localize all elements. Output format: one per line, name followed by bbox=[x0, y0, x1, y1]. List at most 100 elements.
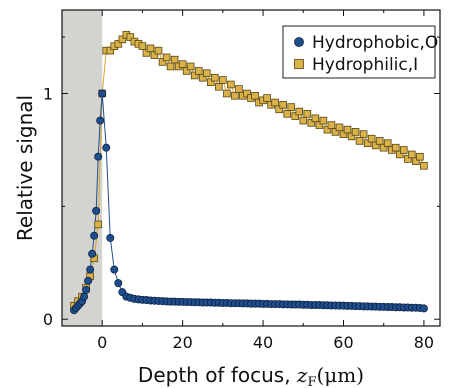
data-point bbox=[315, 121, 324, 129]
legend-label-1: Hydrophilic,I bbox=[312, 55, 418, 75]
data-point bbox=[263, 94, 271, 102]
data-point bbox=[206, 78, 215, 87]
data-point bbox=[287, 103, 296, 111]
data-point bbox=[182, 67, 191, 75]
data-point bbox=[186, 62, 195, 71]
data-point bbox=[412, 157, 420, 166]
data-point bbox=[351, 128, 360, 136]
data-point bbox=[303, 110, 312, 118]
data-point bbox=[96, 116, 105, 125]
data-point bbox=[146, 44, 155, 53]
data-point bbox=[335, 123, 344, 132]
data-point bbox=[283, 110, 291, 118]
data-point bbox=[94, 220, 102, 229]
x-tick-label: 0 bbox=[97, 333, 107, 352]
legend-label-0: Hydrophobic,O bbox=[312, 33, 438, 53]
data-point bbox=[371, 141, 380, 150]
axes: 0 20 40 60 80 0 1 Relative signal Depth of focus… bbox=[13, 9, 441, 388]
data-point bbox=[327, 121, 336, 129]
data-point bbox=[178, 60, 187, 68]
data-point bbox=[219, 76, 227, 84]
data-point bbox=[420, 161, 428, 170]
data-point bbox=[92, 206, 101, 215]
data-point bbox=[299, 116, 308, 125]
data-point bbox=[114, 40, 123, 48]
x-axis-label: Depth of focus, zF(μm) bbox=[138, 363, 364, 388]
data-point bbox=[166, 62, 175, 71]
x-tick-label: 60 bbox=[333, 333, 353, 352]
data-point bbox=[190, 71, 199, 80]
series-line-0 bbox=[73, 93, 424, 311]
data-point bbox=[106, 46, 115, 55]
data-point bbox=[80, 292, 89, 301]
data-point bbox=[138, 42, 147, 50]
data-point bbox=[88, 249, 97, 258]
legend-marker-0 bbox=[294, 37, 304, 47]
data-point bbox=[142, 49, 151, 57]
data-point bbox=[319, 116, 328, 125]
data-point bbox=[395, 150, 404, 159]
data-point bbox=[359, 130, 368, 138]
data-point bbox=[343, 125, 352, 134]
data-point bbox=[98, 89, 107, 98]
y-tick-label: 1 bbox=[43, 85, 53, 104]
data-point bbox=[367, 134, 376, 143]
data-point bbox=[404, 155, 412, 163]
legend-marker-1 bbox=[294, 59, 304, 69]
data-point bbox=[271, 98, 279, 107]
data-point bbox=[102, 143, 111, 152]
data-point bbox=[154, 46, 163, 55]
data-point bbox=[90, 231, 99, 240]
data-point bbox=[379, 143, 388, 152]
data-point bbox=[84, 276, 93, 285]
data-point bbox=[215, 82, 223, 91]
x-tick-label: 20 bbox=[172, 333, 192, 352]
data-point bbox=[94, 152, 103, 161]
plot-area bbox=[62, 10, 428, 326]
data-point bbox=[419, 304, 428, 313]
data-point bbox=[114, 279, 123, 288]
data-point bbox=[416, 152, 424, 161]
y-axis-label: Relative signal bbox=[13, 95, 37, 241]
data-point bbox=[331, 128, 340, 136]
data-point bbox=[202, 69, 211, 78]
data-point bbox=[235, 85, 243, 93]
x-tick-label: 40 bbox=[253, 333, 273, 352]
data-point bbox=[211, 73, 219, 82]
y-tick-label: 0 bbox=[43, 310, 53, 329]
data-point bbox=[223, 89, 231, 98]
data-point bbox=[391, 143, 400, 152]
data-point bbox=[311, 114, 320, 123]
data-point bbox=[243, 89, 251, 98]
data-point bbox=[110, 265, 119, 274]
data-point bbox=[227, 80, 235, 89]
data-point bbox=[158, 58, 167, 66]
data-point bbox=[170, 55, 179, 64]
data-point bbox=[408, 150, 416, 159]
data-point bbox=[82, 285, 91, 294]
data-point bbox=[106, 233, 115, 242]
data-point bbox=[355, 137, 364, 145]
data-point bbox=[150, 51, 159, 59]
data-point bbox=[275, 105, 283, 114]
data-point bbox=[251, 91, 259, 100]
data-point bbox=[126, 33, 135, 41]
data-point bbox=[363, 139, 372, 147]
data-point bbox=[86, 265, 95, 274]
data-point bbox=[383, 139, 392, 147]
data-point bbox=[339, 130, 348, 138]
data-point bbox=[307, 119, 316, 127]
data-point bbox=[279, 101, 287, 109]
data-point bbox=[400, 146, 408, 154]
shaded-region bbox=[62, 10, 103, 326]
x-tick-label: 80 bbox=[414, 333, 434, 352]
data-point bbox=[323, 125, 332, 134]
data-point bbox=[291, 112, 300, 120]
data-point bbox=[295, 107, 304, 116]
data-point bbox=[194, 67, 203, 75]
plot-frame bbox=[61, 9, 441, 327]
legend-box bbox=[282, 25, 436, 79]
data-point bbox=[162, 53, 171, 62]
data-point bbox=[347, 132, 356, 141]
